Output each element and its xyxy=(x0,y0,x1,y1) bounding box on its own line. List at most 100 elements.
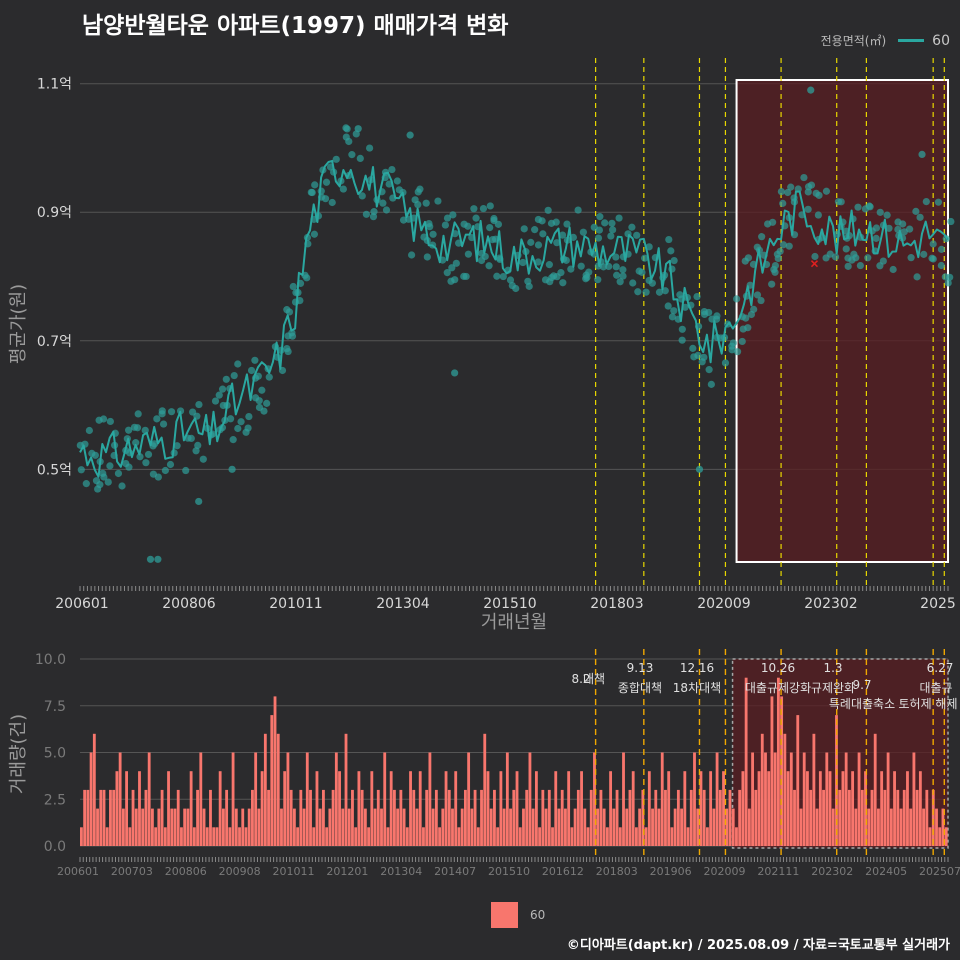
volume-bar xyxy=(289,789,293,846)
volume-bar xyxy=(538,827,542,846)
volume-bar xyxy=(673,808,677,846)
volume-bar xyxy=(509,808,512,846)
price-point xyxy=(883,211,891,219)
volume-bar xyxy=(670,827,674,846)
volume-bar xyxy=(612,808,616,846)
price-point xyxy=(161,466,169,475)
price-point xyxy=(934,198,943,206)
policy-event-label: 대출규 xyxy=(919,681,952,695)
volume-bar xyxy=(783,733,787,846)
volume-ytick-label: 10.0 xyxy=(35,652,66,668)
volume-bar xyxy=(528,752,532,846)
price-point xyxy=(393,177,401,185)
price-point xyxy=(733,348,742,356)
volume-bar xyxy=(705,827,709,846)
price-point xyxy=(628,223,636,231)
price-point xyxy=(929,240,937,248)
price-point xyxy=(558,231,567,239)
price-point xyxy=(638,268,646,276)
price-point xyxy=(493,272,501,280)
price-point xyxy=(195,400,203,409)
volume-bar xyxy=(318,808,322,846)
price-point xyxy=(263,399,271,407)
price-xtick-label: 201510 xyxy=(483,596,536,612)
price-point xyxy=(758,233,766,241)
price-point xyxy=(525,282,533,290)
volume-ytick-label: 7.5 xyxy=(44,699,66,715)
price-point xyxy=(579,228,587,236)
price-point xyxy=(82,480,90,488)
legend-line-swatch xyxy=(898,39,925,42)
volume-bar xyxy=(480,789,483,846)
volume-bar xyxy=(328,808,332,846)
price-point xyxy=(254,372,262,380)
price-point xyxy=(729,339,737,347)
volume-bar xyxy=(351,789,354,846)
volume-bar xyxy=(170,808,174,846)
price-point xyxy=(629,279,637,287)
price-xtick-label: 202009 xyxy=(697,596,750,612)
volume-bar xyxy=(754,789,758,846)
price-point xyxy=(310,230,319,238)
price-point xyxy=(285,308,294,316)
volume-bar xyxy=(83,789,87,846)
price-point xyxy=(779,199,787,207)
price-point xyxy=(255,397,263,405)
price-point xyxy=(284,347,292,356)
volume-bar xyxy=(109,789,112,846)
volume-bar xyxy=(744,677,748,846)
price-point xyxy=(768,280,776,288)
price-point xyxy=(414,188,422,196)
price-point xyxy=(804,205,812,213)
price-point xyxy=(599,263,608,271)
volume-bar xyxy=(405,827,409,846)
price-point xyxy=(486,223,494,232)
volume-bar xyxy=(547,789,551,846)
price-point xyxy=(534,241,543,249)
price-point xyxy=(485,262,493,270)
volume-bar xyxy=(141,808,145,846)
price-point xyxy=(370,208,378,216)
volume-bar xyxy=(831,808,835,846)
price-point xyxy=(125,426,133,434)
price-point xyxy=(577,262,585,270)
volume-xtick-label: 201906 xyxy=(650,865,692,878)
price-point xyxy=(245,412,253,421)
volume-bar xyxy=(173,808,177,846)
volume-bar xyxy=(638,808,642,846)
price-point xyxy=(443,269,451,277)
volume-bar xyxy=(722,771,725,846)
volume-bar xyxy=(570,827,574,846)
price-point xyxy=(619,272,627,280)
price-point xyxy=(929,255,937,263)
price-point xyxy=(777,187,785,196)
volume-bar xyxy=(157,808,161,846)
volume-bar xyxy=(392,789,396,846)
volume-bar xyxy=(525,789,529,846)
price-point xyxy=(531,226,539,234)
price-point xyxy=(665,235,673,244)
price-point xyxy=(195,497,203,506)
price-ytick-label: 1.1억 xyxy=(37,77,72,93)
volume-bar xyxy=(322,789,325,846)
volume-bar xyxy=(699,771,703,846)
volume-bar xyxy=(196,789,199,846)
volume-bar xyxy=(928,827,932,846)
price-point xyxy=(91,451,99,459)
price-point xyxy=(831,253,840,261)
price-point xyxy=(104,478,112,486)
policy-event-label: 규제완화 xyxy=(811,681,855,695)
price-point xyxy=(742,314,750,322)
price-point xyxy=(539,230,547,238)
price-point xyxy=(668,313,677,321)
volume-bar xyxy=(757,771,761,846)
policy-event-date: 8.2 xyxy=(571,672,590,686)
price-point xyxy=(106,417,114,426)
volume-bar xyxy=(367,827,371,846)
price-point xyxy=(773,250,781,258)
volume-bar xyxy=(512,789,516,846)
price-xtick-label: 202302 xyxy=(804,596,857,612)
price-xtick-label: 201011 xyxy=(269,596,322,612)
price-point xyxy=(173,442,181,450)
price-point xyxy=(899,220,907,228)
